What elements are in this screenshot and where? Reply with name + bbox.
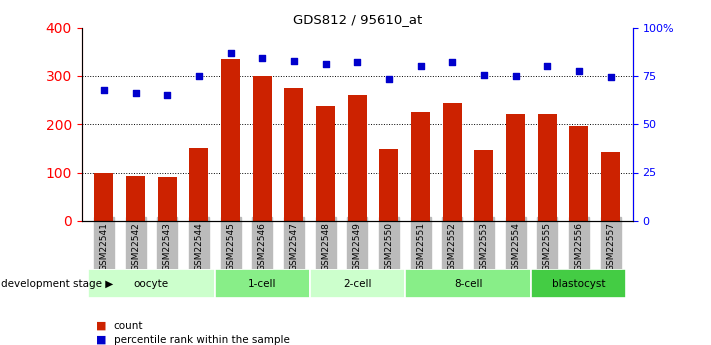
Title: GDS812 / 95610_at: GDS812 / 95610_at bbox=[293, 13, 422, 27]
Point bbox=[415, 63, 427, 69]
Bar bbox=[380, 149, 398, 221]
Text: 1-cell: 1-cell bbox=[248, 279, 277, 289]
Text: count: count bbox=[114, 321, 143, 331]
Text: ■: ■ bbox=[96, 335, 107, 345]
Point bbox=[605, 74, 616, 80]
Bar bbox=[221, 59, 240, 221]
Bar bbox=[189, 148, 208, 221]
Bar bbox=[126, 176, 145, 221]
Point bbox=[573, 68, 584, 74]
Bar bbox=[215, 269, 310, 298]
Bar bbox=[601, 152, 620, 221]
Text: development stage ▶: development stage ▶ bbox=[1, 279, 113, 289]
Point bbox=[447, 60, 458, 65]
Point bbox=[288, 59, 299, 64]
Point bbox=[320, 61, 331, 67]
Bar bbox=[253, 76, 272, 221]
Point bbox=[479, 72, 490, 78]
Bar bbox=[506, 114, 525, 221]
Bar bbox=[538, 114, 557, 221]
Point bbox=[510, 73, 521, 79]
Bar bbox=[95, 172, 114, 221]
Text: ■: ■ bbox=[96, 321, 107, 331]
Point bbox=[225, 50, 236, 56]
Bar bbox=[310, 269, 405, 298]
Text: blastocyst: blastocyst bbox=[552, 279, 606, 289]
Point bbox=[193, 73, 205, 79]
Bar bbox=[443, 104, 461, 221]
Text: 2-cell: 2-cell bbox=[343, 279, 372, 289]
Bar bbox=[316, 106, 335, 221]
Bar bbox=[88, 269, 215, 298]
Point bbox=[257, 55, 268, 60]
Text: oocyte: oocyte bbox=[134, 279, 169, 289]
Bar bbox=[405, 269, 531, 298]
Bar bbox=[158, 177, 177, 221]
Text: percentile rank within the sample: percentile rank within the sample bbox=[114, 335, 289, 345]
Point bbox=[130, 90, 141, 96]
Point bbox=[383, 77, 395, 82]
Bar bbox=[348, 95, 367, 221]
Bar bbox=[570, 126, 589, 221]
Bar bbox=[411, 112, 430, 221]
Bar bbox=[474, 150, 493, 221]
Point bbox=[161, 92, 173, 98]
Point bbox=[98, 88, 109, 93]
Text: 8-cell: 8-cell bbox=[454, 279, 482, 289]
Point bbox=[542, 63, 553, 69]
Bar bbox=[531, 269, 626, 298]
Point bbox=[352, 60, 363, 65]
Bar bbox=[284, 88, 304, 221]
